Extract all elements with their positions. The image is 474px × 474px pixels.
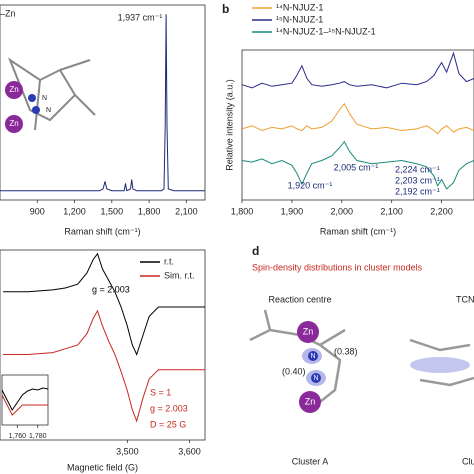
- bonds: [409, 338, 474, 387]
- x-tick-label: 2,200: [430, 206, 453, 216]
- annotation: 2,203 cm⁻¹: [395, 175, 440, 185]
- series-line: [3, 252, 205, 356]
- spin-value: (0.40): [282, 366, 306, 376]
- series-line: [3, 309, 205, 423]
- annotation: g = 2.003: [150, 403, 188, 413]
- atom-label: N: [310, 353, 315, 360]
- panel-label: b: [222, 2, 229, 16]
- atom: [308, 351, 318, 361]
- legend-label: ¹⁵N-NJUZ-1: [276, 14, 323, 24]
- x-tick-label: 1,800: [231, 206, 254, 216]
- molecule-a: Zn N N Zn: [5, 57, 96, 133]
- atom-label: Zn: [9, 85, 18, 94]
- x-tick-label: 3,500: [116, 446, 139, 456]
- legend-label: ¹⁴N-NJUZ-1–¹⁵N-NJUZ-1: [276, 26, 376, 36]
- annotation: –Zn: [0, 8, 16, 18]
- annotation: 2,005 cm⁻¹: [334, 162, 379, 172]
- bonds: [7, 57, 96, 131]
- series-line: [241, 140, 474, 190]
- caption: Cluster A: [292, 456, 329, 466]
- x-axis-label: Magnetic field (G): [67, 462, 138, 472]
- x-tick-label: 3,600: [178, 446, 201, 456]
- spin-value: (0.38): [334, 346, 358, 356]
- plot-frame: [241, 49, 474, 201]
- x-tick-label: 1,200: [63, 206, 86, 216]
- atom-label: N: [42, 95, 47, 102]
- annotation: S = 1: [150, 387, 171, 397]
- annotation: g = 2.003: [92, 284, 130, 294]
- x-tick-label: 900: [30, 206, 45, 216]
- x-tick-label: 1,900: [281, 206, 304, 216]
- series-line: [0, 14, 205, 192]
- series-line: [241, 102, 474, 135]
- plot-frame: [0, 249, 206, 441]
- spin-density: [410, 357, 470, 373]
- legend-label: ¹⁴N-NJUZ-1: [276, 2, 323, 12]
- atom: [5, 115, 23, 133]
- x-tick-label: 1,780: [29, 433, 47, 440]
- caption: Clu: [462, 456, 474, 466]
- series-line: [1, 387, 49, 411]
- atom-label: N: [313, 375, 318, 382]
- annotation: 2,224 cm⁻¹: [395, 164, 440, 174]
- caption: TCN: [456, 294, 474, 304]
- atom-label: Zn: [9, 119, 18, 128]
- atom-label: Zn: [305, 396, 316, 406]
- panel-title: Spin-density distributions in cluster mo…: [252, 262, 423, 272]
- x-tick-label: 2,100: [380, 206, 403, 216]
- x-tick-label: 1,800: [138, 206, 161, 216]
- annotation: D = 25 G: [150, 419, 186, 429]
- annotation: 1,937 cm⁻¹: [118, 12, 163, 22]
- atom-label: Zn: [303, 326, 314, 336]
- x-tick-label: 2,100: [175, 206, 198, 216]
- atom: [297, 321, 319, 343]
- annotation: 2,192 cm⁻¹: [395, 186, 440, 196]
- atom: [311, 373, 321, 383]
- bonds: [249, 309, 346, 411]
- y-axis-label: Relative intensity (a.u.): [224, 79, 234, 171]
- legend-label: r.t.: [164, 256, 174, 266]
- x-axis-label: Raman shift (cm⁻¹): [64, 226, 140, 236]
- x-axis-label: Raman shift (cm⁻¹): [320, 226, 396, 236]
- atom: [32, 106, 40, 114]
- series-line: [241, 51, 474, 89]
- x-tick-label: 1,500: [101, 206, 124, 216]
- plot-frame: [1, 374, 49, 426]
- x-tick-label: 2,000: [331, 206, 354, 216]
- plot-frame: [0, 4, 206, 201]
- atom: [299, 391, 321, 413]
- annotation: 1,920 cm⁻¹: [288, 180, 333, 190]
- panel-label: d: [252, 244, 259, 258]
- panel-d: d Spin-density distributions in cluster …: [249, 244, 474, 466]
- atom: [28, 94, 36, 102]
- caption: Reaction centre: [268, 294, 331, 304]
- x-tick-label: 1,760: [9, 433, 27, 440]
- legend-label: Sim. r.t.: [164, 270, 195, 280]
- atom: [5, 81, 23, 99]
- series-line: [1, 394, 48, 416]
- atom-label: N: [46, 107, 51, 114]
